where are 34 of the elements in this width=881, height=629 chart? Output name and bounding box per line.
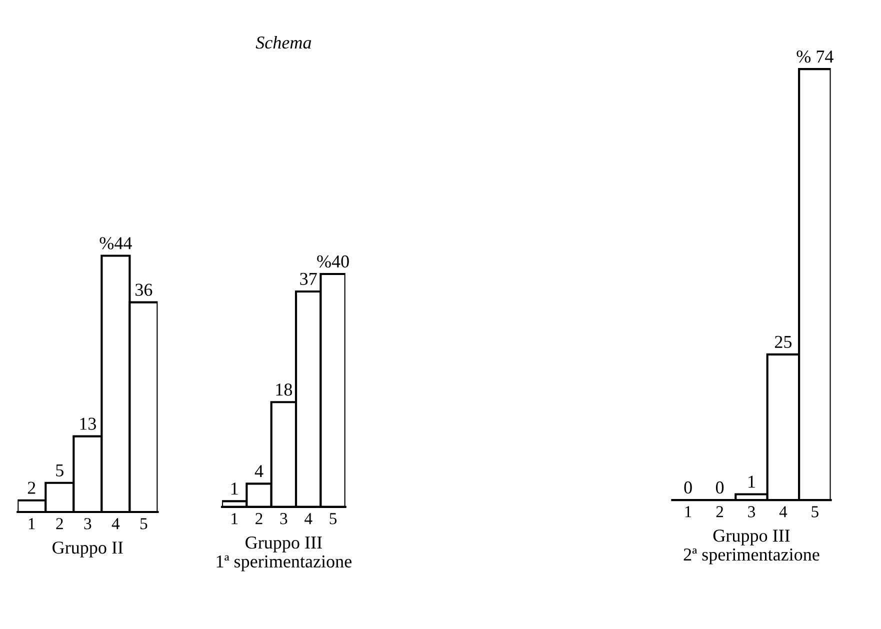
x-tick-label: 4 bbox=[779, 506, 788, 518]
data-label: 18 bbox=[276, 384, 292, 396]
data-label: % 74 bbox=[796, 50, 834, 63]
x-tick-label: 2 bbox=[56, 518, 63, 530]
x-axis-title: Gruppo III 2ª sperimentazione bbox=[684, 530, 820, 564]
data-label: 0 bbox=[684, 481, 692, 494]
x-tick-label: 3 bbox=[748, 506, 756, 518]
chart-title: Schema bbox=[256, 36, 312, 49]
data-label: %40 bbox=[317, 255, 349, 268]
x-tick-label: 5 bbox=[812, 506, 818, 518]
data-label: 1 bbox=[748, 476, 755, 488]
data-label: 4 bbox=[254, 465, 264, 478]
x-tick-label: 4 bbox=[112, 518, 120, 530]
x-tick-label: 2 bbox=[256, 513, 262, 524]
data-label: 2 bbox=[28, 482, 36, 494]
data-label: 5 bbox=[56, 464, 64, 476]
x-tick-label: 4 bbox=[304, 513, 312, 524]
data-label: 37 bbox=[300, 272, 317, 286]
x-tick-label: 5 bbox=[330, 513, 337, 524]
data-label: %44 bbox=[100, 237, 132, 250]
data-label: 13 bbox=[80, 418, 96, 430]
data-label: 25 bbox=[774, 336, 792, 348]
x-tick-label: 1 bbox=[28, 518, 35, 530]
x-tick-label: 5 bbox=[140, 518, 148, 530]
x-tick-label: 3 bbox=[280, 513, 288, 524]
x-axis-title: Gruppo III 1ª sperimentazione bbox=[216, 536, 352, 572]
x-tick-label: 2 bbox=[716, 506, 724, 518]
x-tick-label: 3 bbox=[84, 518, 92, 530]
data-label: 36 bbox=[136, 284, 152, 296]
data-label: 0 bbox=[716, 481, 724, 494]
x-tick-label: 1 bbox=[232, 513, 238, 524]
x-axis-title: Gruppo II bbox=[52, 542, 123, 558]
data-label: 1 bbox=[231, 482, 238, 495]
x-tick-label: 1 bbox=[685, 506, 692, 518]
